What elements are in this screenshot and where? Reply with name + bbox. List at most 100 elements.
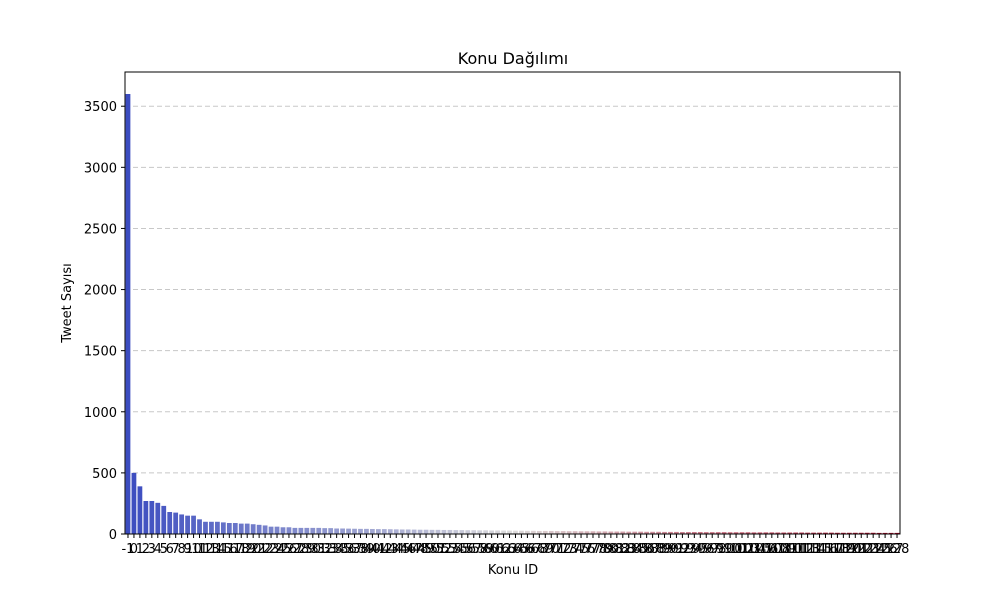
bar — [811, 532, 816, 534]
bar — [334, 528, 340, 534]
x-tick-label: 68 — [531, 542, 548, 557]
bar — [143, 501, 149, 534]
chart-title: Konu Dağılımı — [458, 49, 569, 68]
bar — [286, 527, 292, 534]
bar — [399, 529, 405, 534]
bar — [680, 532, 685, 534]
bar — [298, 527, 304, 534]
bar — [614, 531, 620, 534]
x-tick-label: 70 — [543, 542, 560, 557]
x-tick-label: 62 — [495, 542, 512, 557]
bar — [703, 532, 709, 534]
bar — [459, 530, 465, 534]
bar — [578, 531, 584, 534]
x-tick-label: 43 — [382, 542, 399, 557]
x-tick-label: 80 — [603, 542, 620, 557]
bar — [191, 515, 196, 534]
x-tick-label: 108 — [765, 542, 790, 557]
bar — [465, 530, 471, 534]
x-tick-label: 22 — [257, 542, 274, 557]
x-tick-label: 40 — [364, 542, 381, 557]
bar — [542, 530, 548, 534]
bar — [274, 526, 280, 534]
x-tick-label: 106 — [753, 542, 778, 557]
x-tick-label: 97 — [704, 542, 721, 557]
bar — [417, 529, 423, 534]
y-axis-ticks: 0 500 1000 1500 2000 2500 3000 3500 — [84, 100, 125, 543]
bar — [179, 514, 185, 534]
bar — [304, 527, 310, 534]
bar — [137, 486, 143, 534]
x-tick-label: 122 — [849, 542, 874, 557]
x-tick-label: 55 — [454, 542, 471, 557]
x-tick-label: 123 — [855, 542, 880, 557]
bar — [590, 531, 596, 534]
x-tick-label: 9 — [183, 542, 191, 557]
bar — [358, 528, 363, 534]
x-tick-label: 57 — [465, 542, 482, 557]
bar — [435, 529, 441, 534]
x-tick-label: 18 — [233, 542, 250, 557]
bar — [364, 528, 369, 534]
bar — [787, 532, 793, 534]
y-tick-label: 3500 — [84, 100, 117, 115]
x-tick-label: 125 — [867, 542, 892, 557]
x-tick-label: 33 — [322, 542, 339, 557]
x-tick-label: 54 — [448, 542, 465, 557]
bar — [328, 528, 334, 534]
bar — [840, 532, 846, 534]
x-tick-label: 117 — [819, 542, 844, 557]
x-tick-label: 121 — [843, 542, 868, 557]
bar — [519, 530, 524, 534]
x-tick-label: 84 — [626, 542, 643, 557]
bar — [209, 521, 214, 534]
x-tick-label: 128 — [885, 542, 910, 557]
x-tick-label: 118 — [825, 542, 850, 557]
bar — [739, 532, 745, 534]
bar — [638, 531, 644, 534]
x-tick-label: 21 — [251, 542, 268, 557]
bar — [620, 531, 626, 534]
x-tick-label: 81 — [609, 542, 626, 557]
bar — [203, 521, 208, 534]
x-tick-label: 88 — [650, 542, 667, 557]
x-tick-label: 115 — [807, 542, 832, 557]
bar — [763, 532, 769, 534]
bar — [256, 524, 262, 534]
bar — [167, 512, 173, 534]
x-tick-label: 10 — [185, 542, 202, 557]
bar — [584, 531, 590, 534]
x-tick-label: 44 — [388, 542, 405, 557]
x-tick-label: -1 — [121, 542, 134, 557]
x-tick-label: 4 — [154, 542, 162, 557]
bar — [513, 530, 518, 534]
x-tick-label: 37 — [346, 542, 363, 557]
y-tick-label: 3000 — [84, 161, 117, 176]
bar — [548, 530, 554, 534]
x-tick-label: 17 — [227, 542, 244, 557]
bar — [781, 532, 787, 534]
bar — [775, 532, 781, 534]
bars — [125, 94, 900, 534]
bar — [650, 531, 655, 534]
bar — [268, 526, 274, 534]
bar — [721, 532, 727, 534]
y-tick-label: 2500 — [84, 222, 117, 237]
x-tick-label: 73 — [561, 542, 578, 557]
x-tick-label: 48 — [412, 542, 429, 557]
x-tick-label: 116 — [813, 542, 838, 557]
x-tick-label: 45 — [394, 542, 411, 557]
bar — [447, 529, 453, 534]
bar — [560, 531, 566, 534]
x-tick-label: 12 — [197, 542, 214, 557]
bar — [125, 94, 131, 534]
x-tick-label: 119 — [831, 542, 856, 557]
bar — [709, 532, 715, 534]
bar — [691, 532, 697, 534]
x-tick-label: 77 — [585, 542, 602, 557]
bar — [429, 529, 435, 534]
x-tick-label: 11 — [191, 542, 208, 557]
bar — [220, 522, 226, 534]
x-tick-label: 93 — [680, 542, 697, 557]
